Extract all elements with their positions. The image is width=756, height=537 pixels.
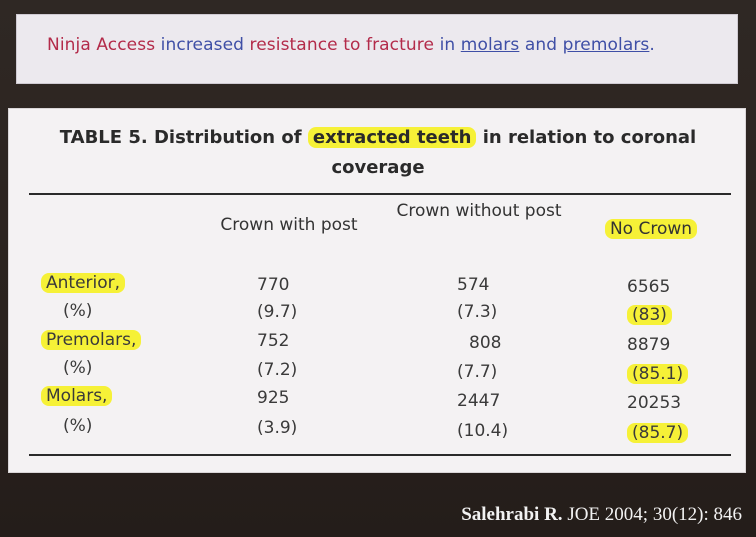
table-bottom-rule [29, 454, 731, 456]
header-crown-without-post: Crown without post [396, 201, 562, 221]
header-no-crown: No Crown [593, 215, 709, 243]
caption-prefix: TABLE 5. [59, 127, 148, 148]
banner-text-in: in [439, 35, 456, 55]
table-cell-highlighted: (85.1) [627, 361, 689, 387]
citation-author: Salehrabi R. [461, 504, 563, 525]
banner-link-premolars: premolars [562, 35, 650, 55]
table-cell: (7.7) [457, 362, 498, 382]
row-label-anterior: Anterior, [41, 270, 126, 296]
banner-box: Ninja Access increased resistance to fra… [16, 14, 738, 84]
table-cell: 8879 [627, 335, 671, 355]
citation-source: JOE 2004; 30(12): 846 [567, 504, 742, 525]
row-label-percent: (%) [63, 301, 93, 321]
table-cell: 925 [257, 388, 290, 408]
caption-text-1: Distribution of [153, 127, 302, 148]
table-cell-highlighted: (83) [627, 302, 672, 328]
table-cell-highlighted: (85.7) [627, 420, 689, 446]
table-cell: 6565 [627, 277, 671, 297]
table-caption: TABLE 5. Distribution of extracted teeth… [9, 123, 747, 183]
table-cell: 770 [257, 275, 290, 295]
row-label-percent: (%) [63, 358, 93, 378]
table-top-rule [29, 193, 731, 195]
banner-product-name: Ninja Access [47, 35, 156, 55]
caption-line-2: coverage [331, 157, 425, 178]
banner-period: . [649, 35, 655, 55]
banner-link-molars: molars [460, 35, 520, 55]
caption-text-2: in relation to coronal [482, 127, 697, 148]
table-cell: 574 [457, 275, 490, 295]
table-cell: 2447 [457, 391, 501, 411]
table-cell: 20253 [627, 393, 682, 413]
row-label-percent: (%) [63, 416, 93, 436]
banner-text-increased: increased [160, 35, 245, 55]
banner-text-and: and [524, 35, 558, 55]
table-cell: 752 [257, 331, 290, 351]
row-label-molars: Molars, [41, 383, 113, 409]
row-label-premolars: Premolars, [41, 327, 142, 353]
table-cell: (10.4) [457, 421, 509, 441]
citation: Salehrabi R. JOE 2004; 30(12): 846 [461, 504, 742, 526]
table-cell: 808 [469, 333, 502, 353]
table-cell: (9.7) [257, 302, 298, 322]
banner-sentence: Ninja Access increased resistance to fra… [47, 35, 655, 55]
table-cell: (7.2) [257, 360, 298, 380]
caption-highlight: extracted teeth [307, 127, 477, 148]
table-cell: (7.3) [457, 302, 498, 322]
table-cell: (3.9) [257, 418, 298, 438]
header-crown-with-post: Crown with post [220, 215, 358, 235]
table-panel: TABLE 5. Distribution of extracted teeth… [8, 108, 746, 473]
banner-text-resistance: resistance to fracture [249, 35, 435, 55]
